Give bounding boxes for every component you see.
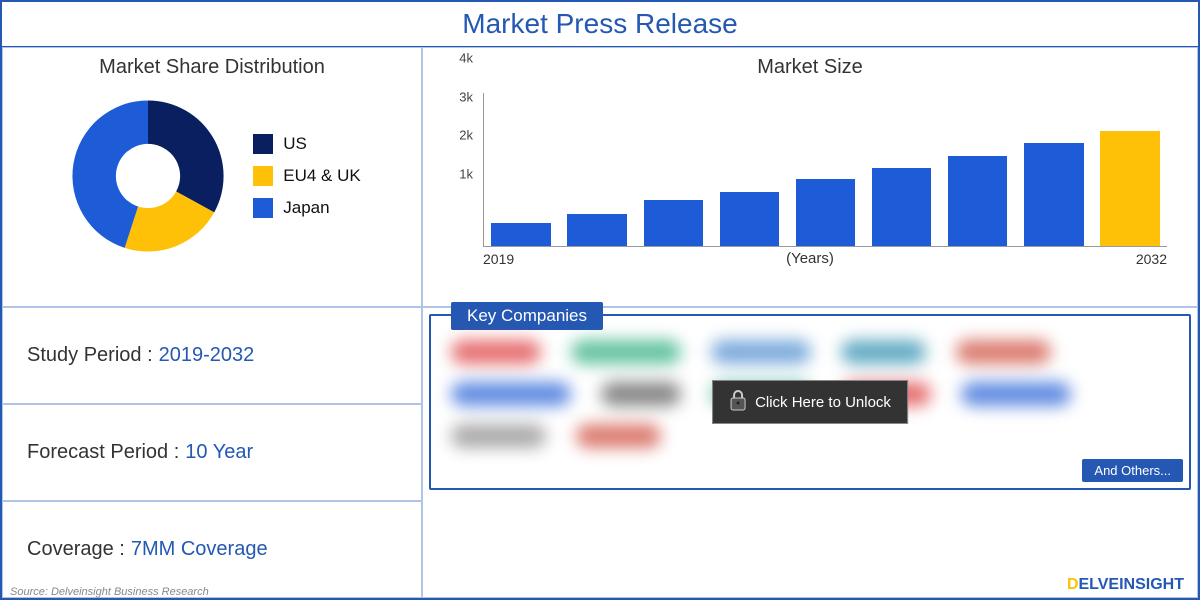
companies-box: Key Companies Click Here to Unlock And O… [429, 314, 1191, 490]
y-tick: 4k [459, 51, 473, 66]
logo-blob [711, 340, 811, 364]
logo-blob [601, 382, 681, 406]
lock-icon [729, 389, 747, 415]
legend-label: US [283, 134, 307, 154]
companies-panel: Key Companies Click Here to Unlock And O… [422, 307, 1198, 598]
bar [567, 214, 626, 247]
y-axis: 1k2k3k4k [443, 87, 479, 247]
info-value: 7MM Coverage [131, 538, 268, 561]
bar [796, 179, 855, 246]
brand-accent: D [1067, 576, 1079, 593]
y-tick: 1k [459, 166, 473, 181]
legend-swatch [253, 166, 273, 186]
info-value: 10 Year [185, 441, 253, 464]
legend-item: Japan [253, 198, 360, 218]
info-label: Coverage : [27, 538, 125, 561]
legend-label: EU4 & UK [283, 166, 360, 186]
bar [720, 192, 779, 246]
legend-item: EU4 & UK [253, 166, 360, 186]
bar [1024, 143, 1083, 246]
info-item: Forecast Period : 10 Year [2, 404, 422, 501]
legend-swatch [253, 198, 273, 218]
bar [644, 200, 703, 246]
pie-title: Market Share Distribution [3, 48, 421, 83]
and-others-button[interactable]: And Others... [1082, 459, 1183, 482]
legend-item: US [253, 134, 360, 154]
logo-blob [956, 340, 1051, 364]
info-list: Study Period : 2019-2032 Forecast Period :… [2, 307, 422, 598]
x-end-label: 2032 [1136, 251, 1167, 267]
info-value: 2019-2032 [159, 344, 255, 367]
logo-blob [451, 382, 571, 406]
info-label: Forecast Period : [27, 441, 179, 464]
logo-blob [576, 424, 661, 448]
legend-label: Japan [283, 198, 329, 218]
pie-chart [63, 91, 233, 261]
logo-blob [451, 340, 541, 364]
y-tick: 2k [459, 128, 473, 143]
info-item: Study Period : 2019-2032 [2, 307, 422, 404]
brand-text: ELVEINSIGHT [1079, 576, 1185, 593]
bar-region: 1k2k3k4k 2019 2032 (Years) [423, 83, 1197, 275]
info-label: Study Period : [27, 344, 153, 367]
bar [1100, 131, 1159, 246]
bar [872, 168, 931, 246]
logo-blob [841, 340, 926, 364]
main-grid: Market Share Distribution US EU4 & UK Japa… [2, 47, 1198, 598]
page-header: Market Press Release [2, 2, 1198, 47]
logo-blob [571, 340, 681, 364]
unlock-label: Click Here to Unlock [755, 394, 891, 411]
logo-blob [961, 382, 1071, 406]
pie-legend: US EU4 & UK Japan [253, 134, 360, 218]
info-item: Coverage : 7MM Coverage [2, 501, 422, 598]
x-axis-label: (Years) [786, 250, 834, 267]
logo-blob [451, 424, 546, 448]
unlock-button[interactable]: Click Here to Unlock [712, 380, 908, 424]
pie-region: US EU4 & UK Japan [3, 83, 421, 269]
page-title: Market Press Release [2, 8, 1198, 40]
bar [491, 223, 550, 246]
pie-hole [116, 144, 180, 208]
legend-swatch [253, 134, 273, 154]
source-footer: Source: Delveinsight Business Research [10, 586, 209, 598]
bar-title: Market Size [423, 48, 1197, 83]
bar-plot [483, 93, 1167, 247]
brand-logo: DELVEINSIGHT [1067, 576, 1184, 594]
bar-panel: Market Size 1k 2k 3k 4k 2019 2032 (Years) [422, 47, 1198, 307]
y-tick: 3k [459, 89, 473, 104]
bar-chart: 1k2k3k4k 2019 2032 (Years) [443, 87, 1177, 267]
x-start-label: 2019 [483, 251, 514, 267]
bar [948, 156, 1007, 246]
pie-panel: Market Share Distribution US EU4 & UK Japa… [2, 47, 422, 307]
